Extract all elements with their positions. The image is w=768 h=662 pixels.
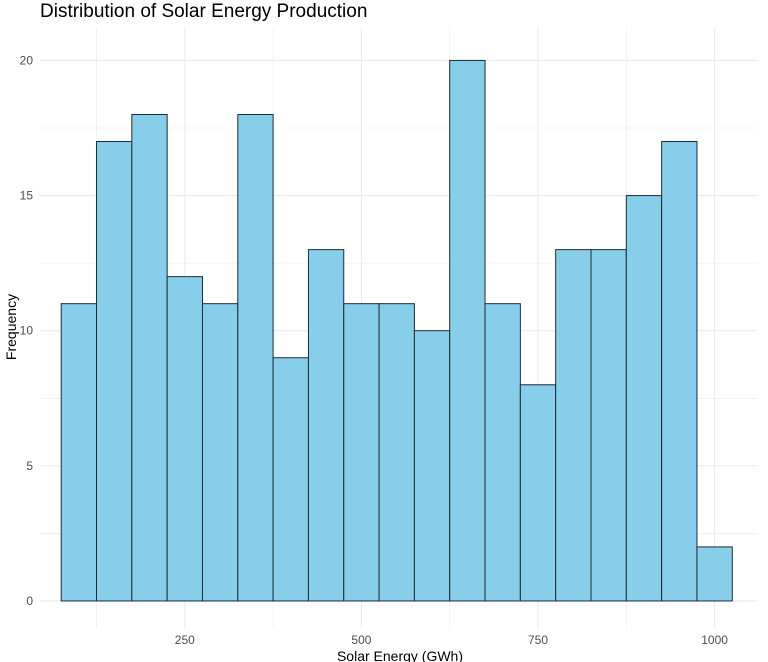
histogram-bar <box>378 303 415 602</box>
histogram-bar <box>343 303 380 602</box>
histogram-bar <box>96 141 133 602</box>
y-axis-title: Frequency <box>3 294 19 360</box>
histogram-bar <box>237 113 274 602</box>
histogram-bar <box>590 249 627 602</box>
y-tick-label: 0 <box>26 594 33 608</box>
histogram-bar <box>60 303 98 602</box>
x-tick-label: 750 <box>528 633 548 647</box>
histogram-bar <box>625 195 663 602</box>
y-tick-label: 5 <box>26 459 33 473</box>
histogram-bar <box>661 141 698 602</box>
histogram-bar <box>272 357 309 602</box>
y-tick-label: 10 <box>20 324 34 338</box>
y-axis-ticks: 0 5 10 15 20 <box>20 53 34 608</box>
x-axis-ticks: 250 500 750 1000 <box>175 633 728 647</box>
chart-title: Distribution of Solar Energy Production <box>40 1 368 22</box>
histogram-bar <box>484 303 521 602</box>
x-tick-label: 250 <box>175 633 195 647</box>
histogram-bar <box>201 303 239 602</box>
histogram-bar <box>696 546 733 602</box>
x-tick-label: 500 <box>351 633 371 647</box>
y-tick-label: 20 <box>20 53 34 67</box>
histogram-bar <box>413 330 451 602</box>
histogram-bar <box>307 249 345 602</box>
histogram-bar <box>166 276 203 602</box>
y-tick-label: 15 <box>20 189 34 203</box>
x-axis-title: Solar Energy (GWh) <box>337 648 463 662</box>
histogram-bar <box>555 249 592 602</box>
bars-layer <box>60 59 733 602</box>
histogram-bar <box>519 384 557 602</box>
histogram-bar <box>449 59 486 602</box>
histogram-bar <box>131 113 168 602</box>
x-tick-label: 1000 <box>701 633 728 647</box>
